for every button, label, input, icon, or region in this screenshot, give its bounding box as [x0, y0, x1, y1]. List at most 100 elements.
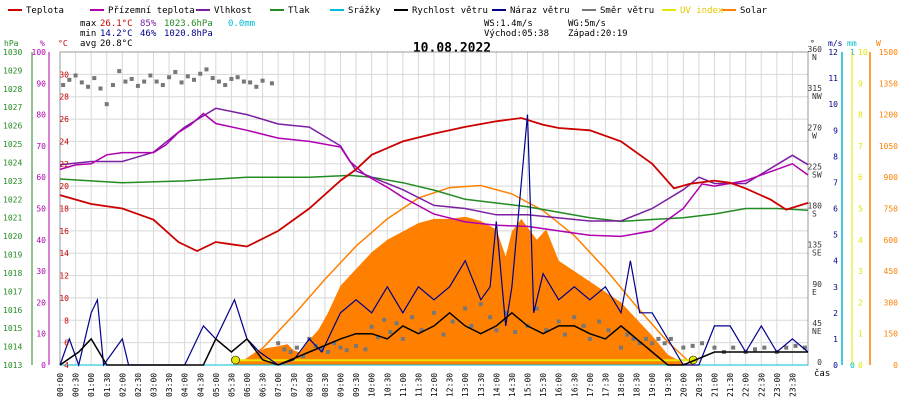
tick-direction: 180: [808, 202, 823, 211]
direction-point: [79, 80, 84, 85]
tick-time: 23:30: [788, 373, 797, 397]
series-wind: [59, 311, 808, 366]
direction-point: [117, 69, 122, 74]
direction-point: [375, 335, 380, 340]
tick-direction: 315: [808, 84, 823, 93]
direction-point: [216, 79, 221, 84]
tick-pressure: 1030: [3, 48, 22, 57]
axis-unit-pct: %: [40, 39, 45, 48]
tick-time: 16:30: [570, 373, 579, 397]
tick-time: 11:00: [399, 373, 408, 397]
tick-time: 13:00: [461, 373, 470, 397]
tick-time: 10:30: [383, 373, 392, 397]
tick-wind: 8: [833, 152, 838, 161]
tick-time: 12:30: [446, 373, 455, 397]
tick-solar: 0: [893, 361, 898, 370]
direction-point: [793, 343, 798, 348]
stat-max-hum: 85%: [140, 19, 157, 29]
direction-point: [534, 306, 539, 311]
direction-point: [354, 343, 359, 348]
wind-wg: WG:5m/s: [568, 19, 606, 29]
direction-point: [142, 79, 147, 84]
direction-point: [135, 83, 140, 88]
tick-time: 23:00: [773, 373, 782, 397]
tick-time: 12:00: [430, 373, 439, 397]
tick-direction: 360: [808, 45, 823, 54]
tick-pressure: 1014: [3, 343, 22, 352]
direction-point: [276, 341, 281, 346]
tick-direction: 90: [812, 280, 822, 289]
direction-point: [154, 79, 159, 84]
x-axis-title: čas: [814, 368, 830, 379]
direction-point: [210, 76, 215, 81]
tick-time: 11:30: [414, 373, 423, 397]
tick-humidity: 40: [36, 236, 46, 245]
tick-direction: E: [812, 288, 817, 297]
tick-wind: 3: [833, 283, 838, 292]
tick-time: 03:30: [165, 373, 174, 397]
tick-time: 00:30: [72, 373, 81, 397]
direction-point: [319, 347, 324, 352]
tick-direction: S: [812, 210, 817, 219]
tick-uv: 2: [858, 298, 863, 307]
tick-uv: 6: [858, 173, 863, 182]
direction-point: [388, 329, 393, 334]
legend-label-humidity: Vlhkost: [214, 6, 252, 16]
direction-point: [690, 343, 695, 348]
direction-point: [301, 354, 306, 359]
tick-pressure: 1023: [3, 177, 22, 186]
tick-time: 18:30: [633, 373, 642, 397]
direction-point: [731, 345, 736, 350]
direction-point: [179, 80, 184, 85]
direction-point: [400, 336, 405, 341]
tick-wind: 6: [833, 205, 838, 214]
legend-label-solar: Solar: [740, 6, 768, 16]
tick-time: 03:00: [150, 373, 159, 397]
tick-pressure: 1022: [3, 195, 22, 204]
direction-point: [294, 345, 299, 350]
tick-pressure: 1020: [3, 232, 22, 241]
legend-label-pressure: Tlak: [288, 6, 310, 16]
direction-point: [606, 328, 611, 333]
series-feels: [59, 112, 809, 238]
direction-point: [326, 349, 331, 354]
tick-wind: 9: [833, 126, 838, 135]
tick-time: 05:00: [212, 373, 221, 397]
stat-avg-temp: 20.8°C: [100, 39, 133, 49]
sunrise-marker: [231, 355, 240, 365]
tick-time: 02:00: [118, 373, 127, 397]
tick-wind: 0: [833, 361, 838, 370]
axis-unit-dir: °: [810, 39, 815, 48]
stat-max-label: max: [80, 19, 97, 29]
direction-point: [494, 328, 499, 333]
stats-panel: max 26.1°C 85% 1023.6hPa 0.0mm min 14.2°C 46% 10…: [80, 19, 628, 49]
stat-min-hum: 46%: [140, 29, 157, 39]
tick-wind: 5: [833, 231, 838, 240]
direction-point: [282, 347, 287, 352]
tick-time: 16:00: [555, 373, 564, 397]
tick-uv: 0: [858, 361, 863, 370]
tick-pressure: 1027: [3, 103, 22, 112]
legend-label-uv: UV index: [680, 6, 724, 16]
tick-pressure: 1026: [3, 122, 22, 131]
tick-solar: 150: [884, 330, 899, 339]
tick-time: 04:30: [196, 373, 205, 397]
direction-point: [562, 332, 567, 337]
tick-time: 14:00: [492, 373, 501, 397]
direction-point: [478, 302, 483, 307]
tick-direction: 135: [808, 241, 823, 250]
tick-time: 07:30: [290, 373, 299, 397]
direction-point: [700, 341, 705, 346]
tick-time: 00:00: [56, 373, 65, 397]
direction-point: [192, 77, 197, 82]
tick-humidity: 10: [36, 330, 46, 339]
tick-uv: 10: [858, 48, 868, 57]
tick-time: 20:30: [695, 373, 704, 397]
legend-label-rain: Srážky: [348, 6, 381, 16]
axes: hPa% °C ° m/s mm W101310141015101610171018101…: [3, 39, 898, 397]
tick-direction: W: [812, 131, 817, 140]
tick-humidity: 60: [36, 173, 46, 182]
tick-uv: 9: [858, 79, 863, 88]
legend-label-feels: Přízemní teplota: [108, 6, 195, 16]
direction-point: [450, 319, 455, 324]
